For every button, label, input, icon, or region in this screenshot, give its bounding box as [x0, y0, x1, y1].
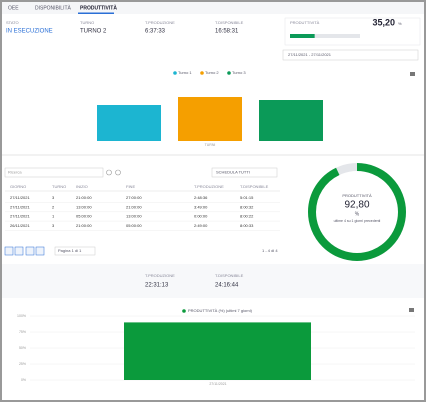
legend-label: Turno 3 [232, 70, 246, 75]
search-input[interactable] [4, 167, 104, 178]
cell: 2:48:36 [194, 195, 208, 200]
cell: 5:01:15 [240, 195, 254, 200]
row-count: 1 - 4 di 4 [262, 248, 278, 253]
column-header: GIORNO [10, 184, 26, 189]
productivity-panel [284, 17, 421, 46]
legend-swatch [200, 71, 204, 75]
donut-label: PRODUTTIVITÀ [342, 193, 372, 198]
bar [178, 97, 242, 141]
tab: PRODUTTIVITÀ [80, 4, 117, 11]
y-tick-label: 100% [17, 314, 26, 318]
bar [259, 100, 323, 141]
stat-label: STATO [6, 20, 19, 25]
x-tick-label: 27/11/2021 [209, 382, 226, 386]
filter-select[interactable] [211, 167, 278, 178]
y-tick-label: 50% [19, 346, 26, 350]
legend-swatch [182, 309, 186, 313]
productivity-value: 35,20 [372, 17, 395, 27]
cell: 3:49:00 [194, 204, 208, 209]
print-icon[interactable] [409, 308, 414, 312]
bar [97, 105, 161, 141]
cell: 21:00:00 [76, 223, 92, 228]
legend-swatch [173, 71, 177, 75]
cell: 2:49:00 [194, 223, 208, 228]
donut-unit: % [355, 211, 360, 217]
column-header: FINE [126, 184, 135, 189]
cell: 2 [52, 204, 55, 209]
total-label: T.DISPONIBILE [215, 273, 244, 278]
bar [124, 322, 311, 380]
x-axis-label: TURNI [205, 143, 216, 147]
settings-icon[interactable] [115, 169, 121, 176]
stat-label: T.PRODUZIONE [145, 20, 175, 25]
cell: 3 [52, 195, 55, 200]
page-label: Pagina 1 di 1 [58, 248, 82, 253]
stat-value: TURNO 2 [80, 29, 107, 35]
cell: 8:00:32 [240, 204, 254, 209]
stat-label: T.DISPONIBILE [215, 20, 244, 25]
column-header: T.PRODUZIONE [194, 184, 224, 189]
legend-label: Turno 1 [178, 70, 192, 75]
totals-band [2, 264, 424, 298]
cell: 26/11/2021 [10, 223, 30, 228]
tab: OEE [8, 5, 19, 11]
stat-value: 16:58:31 [215, 29, 239, 35]
date-input[interactable] [282, 49, 419, 61]
column-header: INIZIO [76, 184, 88, 189]
cell: 05:00:00 [76, 214, 92, 219]
cell: 13:00:00 [126, 214, 142, 219]
tab: DISPONIBILITÀ [35, 4, 72, 11]
filter-label: SCHEDULA TUTTI [216, 170, 250, 175]
cell: 1 [52, 214, 55, 219]
search-placeholder: Ricerca [8, 170, 22, 175]
page-button[interactable] [4, 246, 14, 256]
productivity-label: PRODUTTIVITÀ [290, 20, 320, 25]
page-select[interactable] [54, 246, 96, 256]
legend-label: PRODUTTIVITÀ (%) (ultimi 7 giorni) [188, 308, 253, 313]
cell: 8:00:33 [240, 223, 254, 228]
total-label: T.PRODUZIONE [145, 273, 175, 278]
productivity-unit: % [398, 21, 402, 26]
total-value: 22:31:13 [145, 283, 169, 289]
tab-bar [2, 2, 424, 14]
cell: 27/11/2021 [10, 204, 30, 209]
cell: 13:00:00 [76, 204, 92, 209]
progress-track [290, 34, 360, 38]
tab-underline [78, 12, 114, 14]
cell: 21:00:00 [126, 204, 142, 209]
stat-value: IN ESECUZIONE [6, 29, 53, 35]
cell: 27/11/2021 [10, 195, 30, 200]
total-value: 24:16:44 [215, 283, 239, 289]
cell: 27/11/2021 [10, 214, 30, 219]
cell: 05:00:00 [126, 223, 142, 228]
print-icon[interactable] [410, 72, 415, 76]
y-tick-label: 0% [21, 378, 26, 382]
refresh-icon[interactable] [106, 169, 112, 176]
column-header: T.DISPONIBILE [240, 184, 269, 189]
cell: 3 [52, 223, 55, 228]
stat-label: TURNO [80, 20, 94, 25]
y-tick-label: 25% [19, 362, 26, 366]
donut-arc [308, 163, 406, 261]
donut-value: 92,80 [344, 200, 369, 211]
page-button[interactable] [14, 246, 24, 256]
cell: 8:00:22 [240, 214, 254, 219]
cell: 0:00:00 [194, 214, 208, 219]
cell: 27:00:00 [126, 195, 142, 200]
cell: 21:00:00 [76, 195, 92, 200]
legend-swatch [227, 71, 231, 75]
donut-note: ultime 4 su 1 giorni precedenti [334, 219, 381, 223]
progress-bar [290, 34, 315, 38]
column-header: TURNO [52, 184, 66, 189]
page-button[interactable] [35, 246, 45, 256]
date-range: 27/11/2021 - 27/11/2021 [288, 52, 332, 57]
stat-value: 6:37:33 [145, 29, 166, 35]
page-button[interactable] [25, 246, 35, 256]
y-tick-label: 75% [19, 330, 26, 334]
legend-label: Turno 2 [205, 70, 219, 75]
